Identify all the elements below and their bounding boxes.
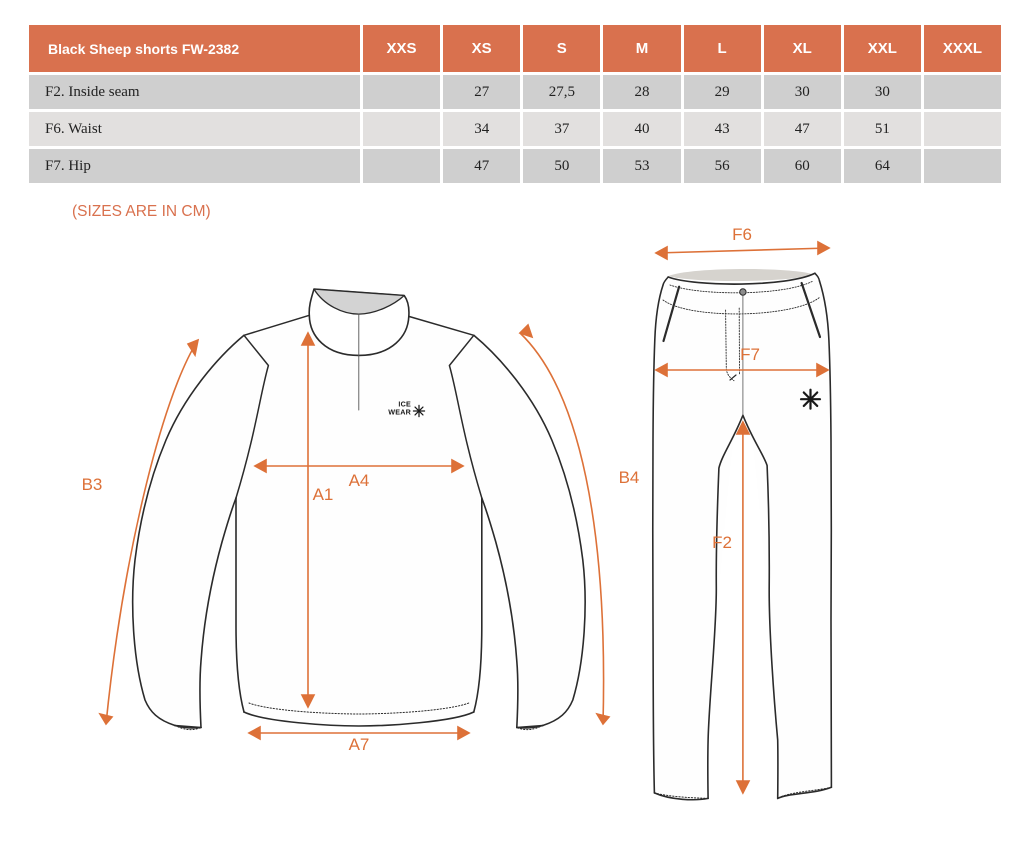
svg-text:A4: A4 [349,471,370,490]
svg-text:A7: A7 [349,735,370,754]
svg-text:F2: F2 [712,533,732,552]
svg-text:A1: A1 [313,485,334,504]
svg-text:B4: B4 [619,468,640,487]
svg-text:F7: F7 [740,345,760,364]
svg-text:F6: F6 [732,225,752,244]
svg-text:B3: B3 [82,475,103,494]
svg-text:WEAR: WEAR [388,408,411,417]
